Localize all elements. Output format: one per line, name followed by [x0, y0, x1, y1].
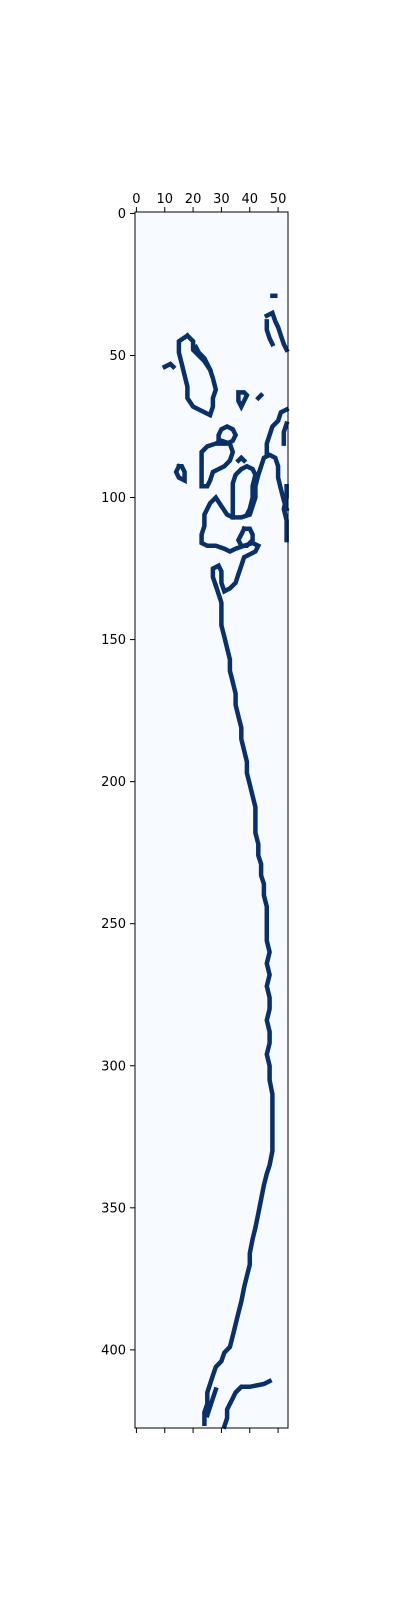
contour-right-edge-top — [263, 309, 290, 353]
plot-frame — [134, 211, 289, 1429]
y-tick-label-400: 400 — [101, 1343, 126, 1358]
contour-inner-blob — [230, 463, 258, 520]
x-axis-bottom-ticks — [135, 1428, 279, 1433]
contour-main-trace — [221, 1378, 273, 1430]
contour-small-loop — [235, 525, 255, 549]
contour-upper-mid-spot — [236, 390, 250, 412]
y-tick-label-150: 150 — [101, 633, 126, 648]
x-tick-label-30: 30 — [213, 192, 230, 207]
y-tick-label-50: 50 — [109, 349, 126, 364]
y-tick-label-300: 300 — [101, 1059, 126, 1074]
y-tick-label-350: 350 — [101, 1201, 126, 1216]
contour-layer — [161, 293, 290, 1430]
contour-upper-mid-dash — [255, 392, 265, 402]
y-tick-label-250: 250 — [101, 917, 126, 932]
contour-right-edge-mid-2 — [281, 420, 290, 446]
contour-mid-left-blob — [199, 438, 236, 489]
contour-mid-right-stub — [235, 454, 248, 464]
contour-lower-blob — [199, 452, 290, 595]
heatmap-background — [135, 212, 288, 1428]
x-tick-label-10: 10 — [156, 192, 173, 207]
contour-upper-inner-line — [192, 343, 214, 373]
y-axis: 0 50 100 150 200 250 300 350 400 — [101, 207, 135, 1358]
x-tick-label-0: 0 — [132, 192, 140, 207]
contour-right-edge-top-inner — [264, 319, 276, 348]
contour-small-circle — [216, 423, 239, 446]
plot-area — [134, 211, 290, 1430]
contour-lower-right-tail — [204, 1386, 219, 1419]
y-tick-label-200: 200 — [101, 775, 126, 790]
contour-left-dash — [161, 361, 177, 370]
x-tick-label-40: 40 — [241, 192, 258, 207]
contour-right-edge-low — [281, 483, 289, 543]
x-tick-label-20: 20 — [185, 192, 202, 207]
y-tick-label-100: 100 — [101, 491, 126, 506]
contour-far-left-loop — [173, 463, 187, 485]
contour-right-edge-mid — [264, 406, 290, 458]
y-tick-label-0: 0 — [118, 207, 126, 222]
x-tick-label-50: 50 — [270, 192, 287, 207]
contour-spine — [202, 582, 275, 1426]
x-axis: 0 10 20 30 40 50 — [132, 192, 286, 212]
